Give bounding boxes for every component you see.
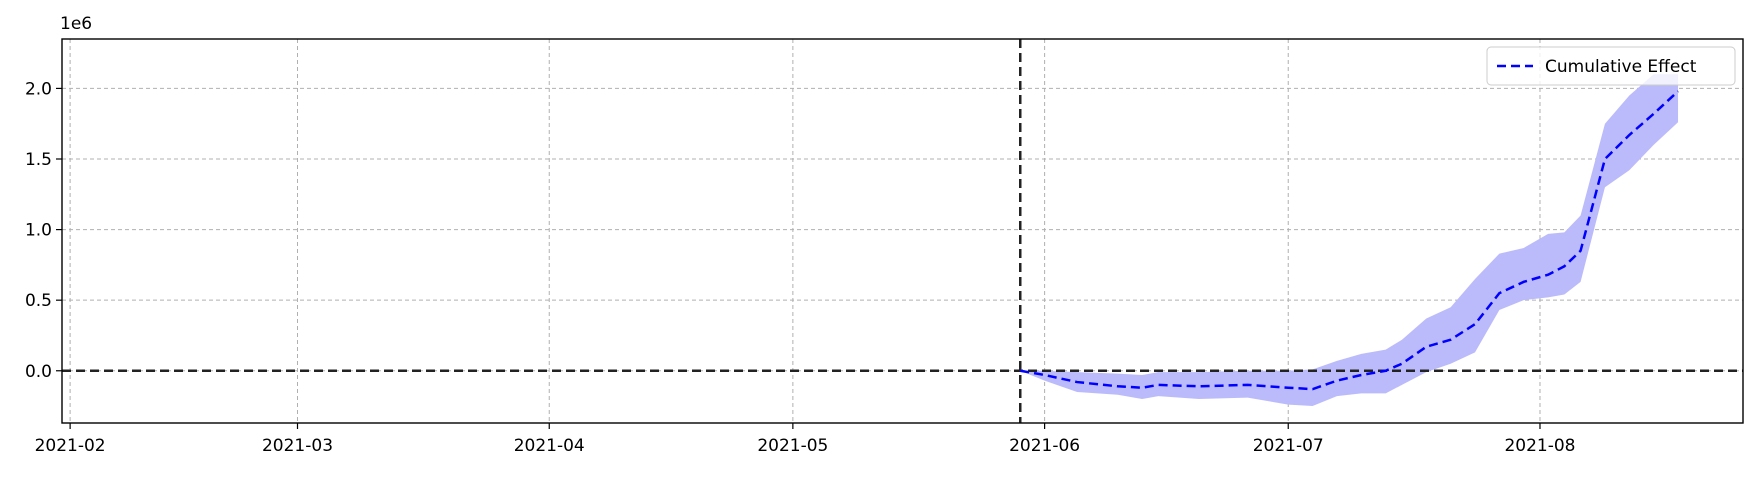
y-tick-label: 2.0: [25, 79, 52, 99]
axis-ticks: 2021-02 2021-03 2021-04 2021-05 2021-06 2021-…: [25, 79, 1576, 456]
y-offset-label: 1e6: [60, 14, 92, 34]
confidence-band-area: [1020, 74, 1679, 407]
y-tick-label: 1.0: [25, 221, 52, 241]
x-tick-label: 2021-05: [757, 436, 828, 456]
series-lines: [1020, 90, 1679, 391]
x-tick-label: 2021-03: [262, 436, 333, 456]
legend-label-cumulative-effect: Cumulative Effect: [1545, 57, 1697, 77]
legend: Cumulative Effect: [1486, 46, 1736, 86]
confidence-band: [1020, 74, 1679, 407]
legend-box: [1486, 46, 1736, 86]
y-tick-label: 1.5: [25, 150, 52, 170]
x-tick-label: 2021-07: [1253, 436, 1324, 456]
series-line-cumulative-effect: [1020, 90, 1679, 391]
x-tick-label: 2021-06: [1009, 436, 1080, 456]
x-tick-label: 2021-02: [35, 436, 106, 456]
reference-lines: [62, 39, 1743, 423]
x-tick-label: 2021-04: [514, 436, 585, 456]
y-tick-label: 0.5: [25, 291, 52, 311]
plot-frame: [61, 38, 1744, 424]
x-tick-label: 2021-08: [1504, 436, 1575, 456]
y-tick-label: 0.0: [25, 362, 52, 382]
